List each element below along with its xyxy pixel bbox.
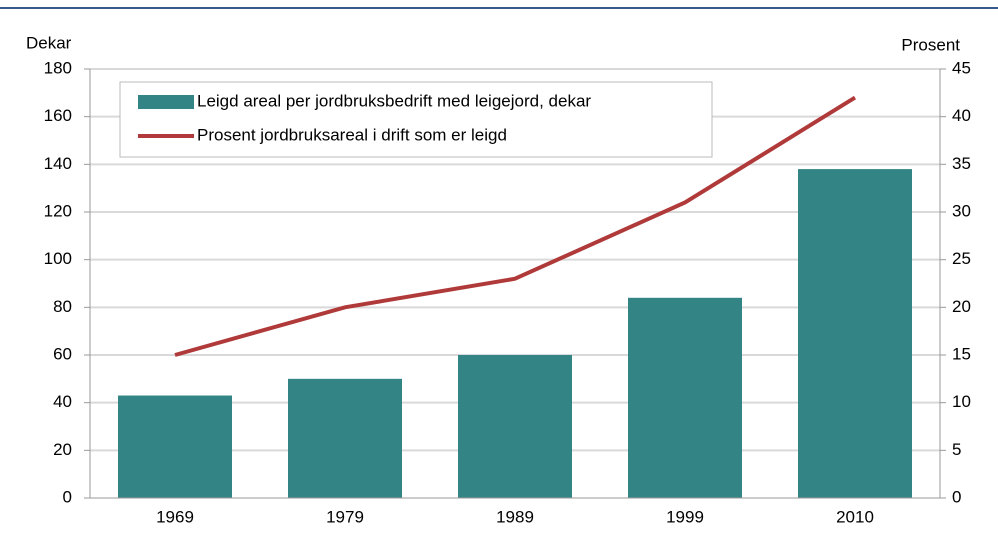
legend-label: Leigd areal per jordbruksbedrift med lei…: [197, 91, 591, 110]
y-tick-label: 140: [44, 154, 72, 173]
y-tick-label: 180: [44, 58, 72, 77]
y2-tick-label: 0: [952, 487, 961, 506]
legend-label: Prosent jordbruksareal i drift som er le…: [197, 125, 507, 144]
y2-tick-label: 5: [952, 440, 961, 459]
x-tick-label: 2010: [836, 507, 874, 526]
y2-tick-label: 25: [952, 249, 971, 268]
y-tick-label: 0: [63, 487, 72, 506]
x-tick-label: 1969: [156, 507, 194, 526]
y2-tick-label: 35: [952, 154, 971, 173]
y-tick-label: 120: [44, 201, 72, 220]
x-tick-label: 1989: [496, 507, 534, 526]
legend-swatch: [138, 95, 194, 109]
bar: [288, 378, 402, 498]
y2-axis-label: Prosent: [901, 35, 960, 54]
y-tick-label: 100: [44, 249, 72, 268]
y2-tick-label: 45: [952, 58, 971, 77]
y2-tick-label: 15: [952, 344, 971, 363]
y-tick-label: 60: [53, 344, 72, 363]
x-tick-label: 1979: [326, 507, 364, 526]
y2-tick-label: 10: [952, 392, 971, 411]
y-tick-label: 40: [53, 392, 72, 411]
x-tick-label: 1999: [666, 507, 704, 526]
y-tick-label: 80: [53, 297, 72, 316]
y-tick-label: 20: [53, 440, 72, 459]
y-axis-label: Dekar: [26, 33, 72, 52]
bar: [628, 297, 742, 498]
line: [174, 95, 857, 357]
bar: [798, 169, 912, 498]
bar: [118, 395, 232, 498]
y-tick-label: 160: [44, 106, 72, 125]
bar: [458, 355, 572, 498]
y2-tick-label: 20: [952, 297, 971, 316]
y2-tick-label: 30: [952, 201, 971, 220]
legend-box: [119, 81, 713, 158]
y2-tick-label: 40: [952, 106, 971, 125]
